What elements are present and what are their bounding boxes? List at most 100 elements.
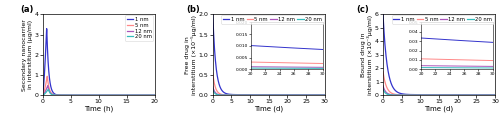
1 nm	[44, 28, 50, 29]
20 nm	[470, 94, 476, 96]
1 nm	[322, 94, 328, 96]
20 nm	[492, 94, 498, 96]
Line: 1 nm: 1 nm	[383, 14, 495, 95]
20 nm	[468, 94, 473, 96]
20 nm	[457, 94, 463, 96]
12 nm	[221, 94, 227, 96]
20 nm	[51, 94, 57, 96]
20 nm	[286, 94, 292, 96]
20 nm	[46, 89, 52, 90]
5 nm	[430, 94, 436, 96]
5 nm	[492, 94, 498, 96]
5 nm	[468, 94, 473, 96]
12 nm	[40, 94, 46, 96]
20 nm	[116, 94, 122, 96]
Line: 5 nm: 5 nm	[212, 73, 325, 95]
20 nm	[127, 94, 133, 96]
1 nm	[221, 92, 227, 93]
12 nm	[259, 94, 265, 96]
12 nm	[457, 94, 463, 96]
12 nm	[430, 94, 436, 96]
1 nm	[40, 94, 46, 96]
12 nm	[392, 94, 398, 96]
12 nm	[152, 94, 158, 96]
Legend: 1 nm, 5 nm, 12 nm, 20 nm: 1 nm, 5 nm, 12 nm, 20 nm	[392, 15, 494, 23]
1 nm	[259, 94, 265, 95]
Y-axis label: Free drug in
interstitium (×10⁻⁵μg/ml): Free drug in interstitium (×10⁻⁵μg/ml)	[186, 15, 198, 95]
Y-axis label: Bound drug in
interstitium (×10⁻³μg/ml): Bound drug in interstitium (×10⁻³μg/ml)	[362, 15, 374, 95]
1 nm	[470, 94, 476, 95]
5 nm	[255, 94, 261, 96]
5 nm	[286, 94, 292, 96]
12 nm	[89, 94, 95, 96]
12 nm	[286, 94, 292, 96]
12 nm	[45, 85, 51, 86]
12 nm	[426, 94, 432, 96]
20 nm	[297, 94, 303, 96]
Line: 20 nm: 20 nm	[383, 89, 495, 95]
X-axis label: Time (d): Time (d)	[424, 106, 454, 112]
12 nm	[51, 94, 57, 96]
12 nm	[210, 86, 216, 87]
X-axis label: Time (h): Time (h)	[84, 106, 113, 112]
5 nm	[85, 94, 91, 96]
5 nm	[127, 94, 133, 96]
12 nm	[492, 94, 498, 96]
12 nm	[297, 94, 303, 96]
5 nm	[259, 94, 265, 96]
1 nm	[286, 94, 292, 96]
1 nm	[492, 94, 498, 96]
5 nm	[40, 94, 46, 96]
20 nm	[255, 94, 261, 96]
5 nm	[380, 71, 386, 72]
20 nm	[392, 94, 398, 96]
20 nm	[430, 94, 436, 96]
1 nm	[255, 94, 261, 95]
5 nm	[322, 94, 328, 96]
1 nm	[51, 93, 57, 94]
Legend: 1 nm, 5 nm, 12 nm, 20 nm: 1 nm, 5 nm, 12 nm, 20 nm	[126, 15, 154, 41]
1 nm	[430, 94, 436, 95]
20 nm	[221, 94, 227, 96]
20 nm	[40, 94, 46, 96]
20 nm	[89, 94, 95, 96]
20 nm	[380, 88, 386, 90]
20 nm	[259, 94, 265, 96]
1 nm	[380, 14, 386, 15]
12 nm	[85, 94, 91, 96]
20 nm	[426, 94, 432, 96]
X-axis label: Time (d): Time (d)	[254, 106, 284, 112]
5 nm	[129, 94, 135, 96]
1 nm	[392, 89, 398, 90]
20 nm	[129, 94, 135, 96]
1 nm	[299, 94, 305, 96]
1 nm	[127, 94, 133, 96]
Text: (c): (c)	[356, 5, 369, 14]
1 nm	[116, 94, 122, 96]
Line: 12 nm: 12 nm	[212, 86, 325, 95]
12 nm	[380, 85, 386, 87]
1 nm	[457, 94, 463, 95]
Line: 5 nm: 5 nm	[42, 76, 154, 95]
5 nm	[51, 94, 57, 95]
12 nm	[470, 94, 476, 96]
1 nm	[89, 94, 95, 96]
5 nm	[44, 76, 50, 77]
12 nm	[129, 94, 135, 96]
12 nm	[116, 94, 122, 96]
1 nm	[468, 94, 473, 95]
Y-axis label: Secondary nanocarrier
in interstitium (μg/ml): Secondary nanocarrier in interstitium (μ…	[22, 19, 33, 91]
12 nm	[322, 94, 328, 96]
5 nm	[299, 94, 305, 96]
Line: 12 nm: 12 nm	[42, 86, 154, 95]
Line: 1 nm: 1 nm	[212, 14, 325, 95]
Line: 12 nm: 12 nm	[383, 86, 495, 95]
20 nm	[210, 89, 216, 90]
Text: (b): (b)	[186, 5, 200, 14]
1 nm	[129, 94, 135, 96]
5 nm	[426, 94, 432, 96]
5 nm	[470, 94, 476, 96]
1 nm	[85, 94, 91, 96]
20 nm	[85, 94, 91, 96]
12 nm	[468, 94, 473, 96]
